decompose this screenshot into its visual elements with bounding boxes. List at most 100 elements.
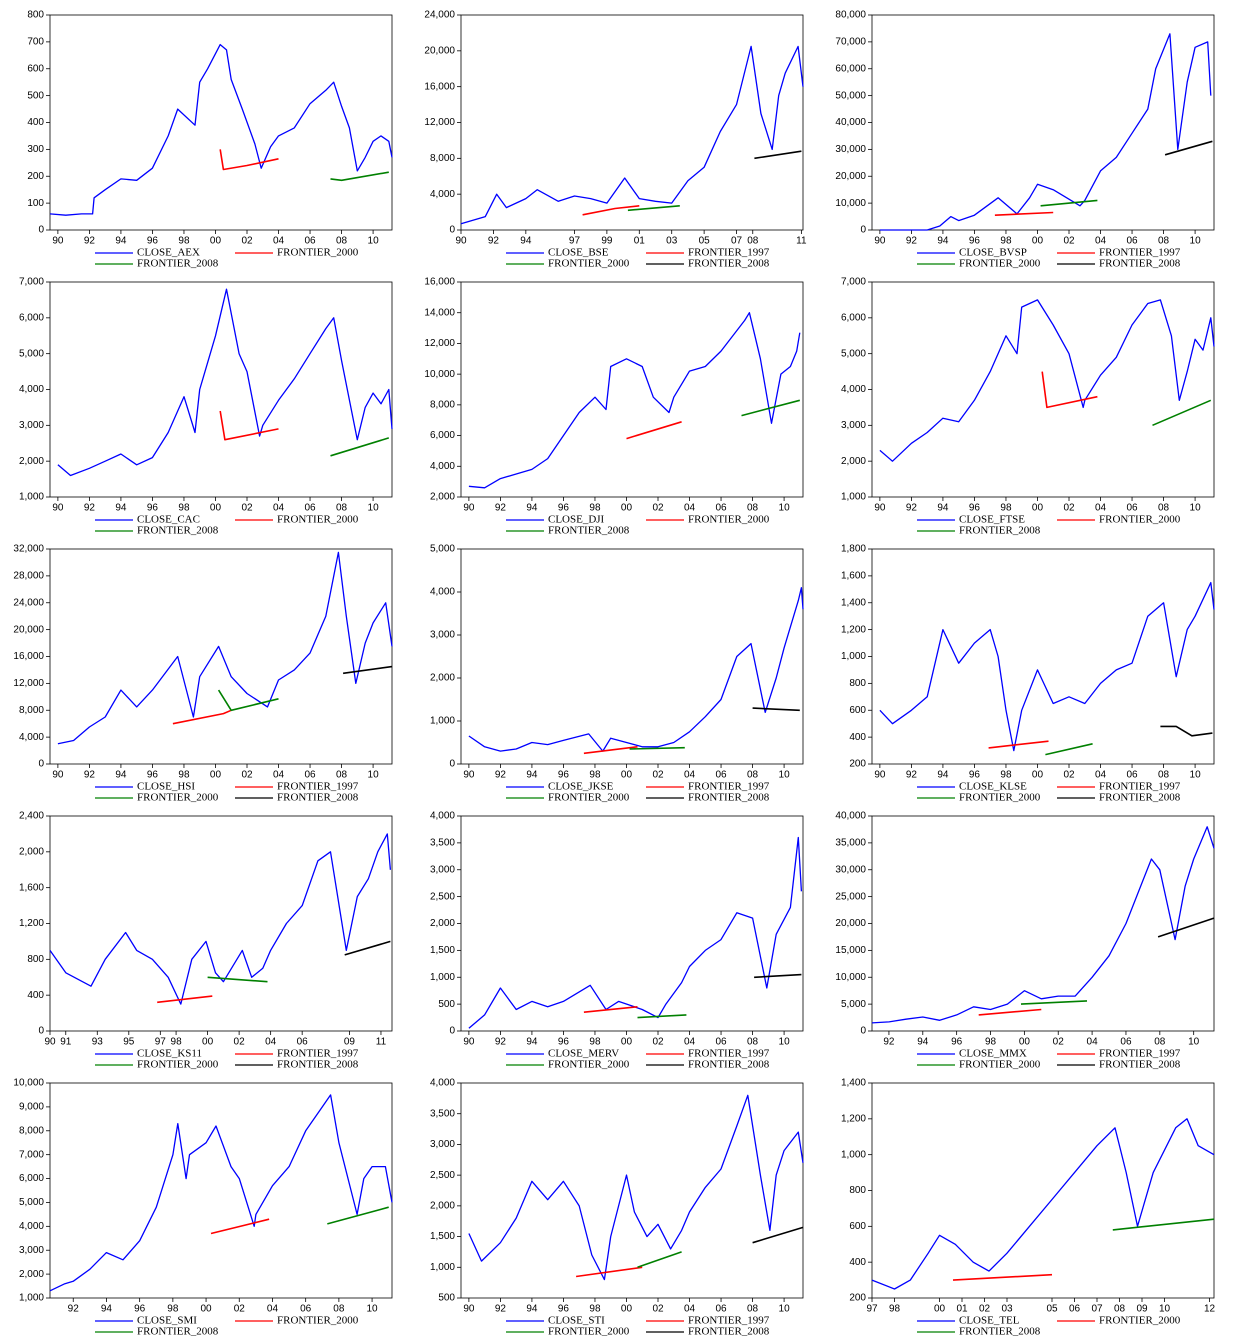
- x-tick-label: 08: [747, 1304, 759, 1315]
- x-tick-label: 98: [178, 770, 190, 781]
- legend-label: FRONTIER_2008: [137, 525, 219, 537]
- x-tick-label: 09: [1136, 1304, 1148, 1315]
- y-tick-label: 8,000: [430, 153, 455, 164]
- legend-label: FRONTIER_2008: [688, 792, 770, 804]
- x-tick-label: 02: [1063, 503, 1075, 514]
- series-line: [57, 551, 393, 745]
- x-tick-label: 96: [147, 503, 159, 514]
- y-tick-label: 1,200: [841, 1113, 866, 1124]
- x-tick-label: 91: [60, 1037, 72, 1048]
- legend-label: FRONTIER_1997: [1099, 781, 1181, 793]
- y-tick-label: 1,800: [841, 544, 866, 555]
- x-tick-label: 04: [684, 1037, 696, 1048]
- x-tick-label: 04: [684, 770, 696, 781]
- y-tick-label: 1,400: [841, 1078, 866, 1089]
- y-tick-label: 25,000: [835, 891, 866, 902]
- y-tick-label: 1,600: [841, 571, 866, 582]
- plot-frame: [871, 14, 1215, 231]
- y-tick-label: 10,000: [424, 369, 455, 380]
- y-tick-label: 10,000: [835, 972, 866, 983]
- y-tick-label: 800: [27, 954, 44, 965]
- x-tick-label: 05: [699, 236, 711, 247]
- x-tick-label: 94: [937, 503, 949, 514]
- x-tick-label: 02: [652, 1037, 664, 1048]
- y-tick-label: 5,000: [19, 348, 44, 359]
- legend-label: FRONTIER_2008: [1099, 258, 1181, 270]
- series-line: [1152, 399, 1212, 427]
- legend-label: CLOSE_BVSP: [959, 247, 1027, 259]
- y-tick-label: 700: [27, 37, 44, 48]
- x-tick-label: 06: [1126, 236, 1138, 247]
- x-tick-label: 02: [234, 1304, 246, 1315]
- x-tick-label: 96: [969, 236, 981, 247]
- y-tick-label: 15,000: [835, 945, 866, 956]
- x-tick-label: 02: [1063, 236, 1075, 247]
- y-tick-label: 20,000: [13, 624, 44, 635]
- x-tick-label: 08: [1154, 1037, 1166, 1048]
- legend-label: CLOSE_BSE: [548, 247, 609, 259]
- x-tick-label: 90: [463, 770, 475, 781]
- series-line: [754, 150, 802, 160]
- x-tick-label: 08: [336, 236, 348, 247]
- plot-frame: [460, 1082, 804, 1299]
- y-tick-label: 600: [849, 705, 866, 716]
- plot-frame: [49, 548, 393, 765]
- y-tick-label: 3,000: [430, 1139, 455, 1150]
- legend-label: CLOSE_STI: [548, 1315, 605, 1327]
- legend-label: FRONTIER_2008: [959, 1326, 1041, 1336]
- y-tick-label: 4,000: [841, 384, 866, 395]
- x-tick-label: 06: [304, 503, 316, 514]
- legend-label: FRONTIER_2008: [688, 1326, 770, 1336]
- series-line: [582, 205, 640, 216]
- series-line: [1045, 743, 1093, 756]
- series-line: [741, 399, 801, 417]
- y-tick-label: 3,000: [19, 420, 44, 431]
- x-tick-label: 06: [715, 503, 727, 514]
- y-tick-label: 2,500: [430, 1170, 455, 1181]
- x-tick-label: 98: [1000, 236, 1012, 247]
- x-tick-label: 00: [1019, 1037, 1031, 1048]
- y-tick-label: 4,000: [19, 384, 44, 395]
- x-tick-label: 98: [167, 1304, 179, 1315]
- y-tick-label: 4,000: [19, 732, 44, 743]
- x-tick-label: 90: [455, 236, 467, 247]
- y-tick-label: 16,000: [424, 277, 455, 288]
- series-line: [327, 1206, 389, 1225]
- series-line: [217, 689, 279, 712]
- series-line: [207, 976, 268, 983]
- legend-label: FRONTIER_2000: [1099, 1315, 1181, 1327]
- x-tick-label: 98: [985, 1037, 997, 1048]
- x-tick-label: 02: [241, 770, 253, 781]
- x-tick-label: 92: [84, 770, 96, 781]
- plot-frame: [460, 815, 804, 1032]
- legend-label: FRONTIER_2000: [137, 792, 219, 804]
- series-line: [210, 1218, 270, 1235]
- legend-label: FRONTIER_2008: [688, 258, 770, 270]
- series-line: [172, 709, 232, 725]
- series-line: [637, 1251, 682, 1269]
- y-tick-label: 200: [849, 759, 866, 770]
- y-tick-label: 6,000: [430, 430, 455, 441]
- x-tick-label: 06: [304, 236, 316, 247]
- x-tick-label: 92: [495, 1037, 507, 1048]
- y-tick-label: 2,000: [19, 846, 44, 857]
- legend-label: FRONTIER_2008: [277, 792, 359, 804]
- y-tick-label: 400: [849, 732, 866, 743]
- legend-label: FRONTIER_2000: [277, 514, 359, 526]
- series-line: [1020, 1000, 1088, 1005]
- x-tick-label: 08: [747, 770, 759, 781]
- legend-label: FRONTIER_1997: [277, 1048, 359, 1060]
- x-tick-label: 02: [652, 503, 664, 514]
- y-tick-label: 6,000: [841, 312, 866, 323]
- x-tick-label: 97: [569, 236, 581, 247]
- x-tick-label: 90: [52, 770, 64, 781]
- series-line: [583, 746, 638, 755]
- y-tick-label: 1,200: [19, 918, 44, 929]
- series-line: [879, 299, 1215, 462]
- y-tick-label: 10,000: [835, 198, 866, 209]
- x-tick-label: 04: [273, 236, 285, 247]
- x-tick-label: 00: [1032, 503, 1044, 514]
- legend-label: FRONTIER_1997: [1099, 247, 1181, 259]
- legend-label: FRONTIER_2008: [137, 1326, 219, 1336]
- series-line: [879, 33, 1212, 231]
